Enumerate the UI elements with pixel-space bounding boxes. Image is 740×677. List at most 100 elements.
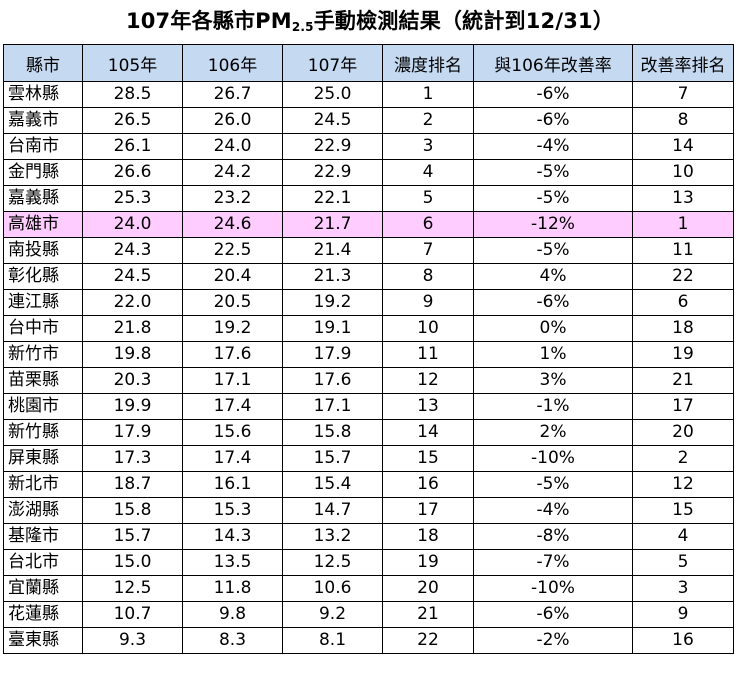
cell-105: 25.3 [82, 185, 183, 212]
cell-106: 24.6 [182, 211, 283, 238]
cell-improvement-rank: 10 [632, 159, 734, 186]
cell-concentration-rank: 2 [382, 107, 474, 134]
table-row: 嘉義市 26.5 26.0 24.5 2 -6% 8 [3, 107, 734, 134]
cell-106: 17.1 [182, 367, 283, 394]
cell-107: 8.1 [282, 627, 383, 654]
cell-county: 桃園市 [3, 393, 83, 420]
cell-improvement-rate: -5% [473, 471, 633, 498]
title-prefix: 107年各縣市PM [125, 9, 292, 33]
cell-107: 9.2 [282, 601, 383, 628]
table-row: 金門縣 26.6 24.2 22.9 4 -5% 10 [3, 159, 734, 186]
header-107: 107年 [282, 44, 383, 82]
cell-106: 17.6 [182, 341, 283, 368]
cell-improvement-rate: -8% [473, 523, 633, 550]
table-row: 新竹縣 17.9 15.6 15.8 14 2% 20 [3, 419, 734, 446]
cell-improvement-rank: 7 [632, 81, 734, 108]
table-row: 宜蘭縣 12.5 11.8 10.6 20 -10% 3 [3, 575, 734, 602]
cell-concentration-rank: 17 [382, 497, 474, 524]
cell-improvement-rank: 22 [632, 263, 734, 290]
cell-improvement-rate: -4% [473, 497, 633, 524]
title-suffix: 手動檢測結果（統計到12/31） [313, 9, 615, 33]
cell-107: 15.4 [282, 471, 383, 498]
cell-improvement-rate: 0% [473, 315, 633, 342]
cell-106: 19.2 [182, 315, 283, 342]
title-subscript: 2.5 [291, 20, 314, 34]
cell-concentration-rank: 16 [382, 471, 474, 498]
cell-improvement-rate: 1% [473, 341, 633, 368]
cell-improvement-rank: 11 [632, 237, 734, 264]
cell-105: 26.5 [82, 107, 183, 134]
cell-concentration-rank: 5 [382, 185, 474, 212]
cell-county: 新北市 [3, 471, 83, 498]
table-row: 連江縣 22.0 20.5 19.2 9 -6% 6 [3, 289, 734, 316]
header-improvement-rank: 改善率排名 [632, 44, 734, 82]
cell-concentration-rank: 7 [382, 237, 474, 264]
cell-106: 22.5 [182, 237, 283, 264]
cell-105: 10.7 [82, 601, 183, 628]
table-body: 雲林縣 28.5 26.7 25.0 1 -6% 7 嘉義市 26.5 26.0 24.5 2 -6% 8… [3, 81, 734, 654]
table-row: 花蓮縣 10.7 9.8 9.2 21 -6% 9 [3, 601, 734, 628]
cell-105: 20.3 [82, 367, 183, 394]
cell-105: 26.6 [82, 159, 183, 186]
cell-105: 19.9 [82, 393, 183, 420]
table-row: 台北市 15.0 13.5 12.5 19 -7% 5 [3, 549, 734, 576]
cell-106: 17.4 [182, 393, 283, 420]
cell-107: 21.4 [282, 237, 383, 264]
table-row: 新北市 18.7 16.1 15.4 16 -5% 12 [3, 471, 734, 498]
cell-county: 屏東縣 [3, 445, 83, 472]
cell-improvement-rank: 17 [632, 393, 734, 420]
cell-concentration-rank: 15 [382, 445, 474, 472]
cell-105: 19.8 [82, 341, 183, 368]
cell-105: 24.5 [82, 263, 183, 290]
cell-improvement-rank: 4 [632, 523, 734, 550]
cell-improvement-rank: 3 [632, 575, 734, 602]
cell-105: 21.8 [82, 315, 183, 342]
cell-concentration-rank: 9 [382, 289, 474, 316]
cell-105: 17.9 [82, 419, 183, 446]
header-concentration-rank: 濃度排名 [382, 44, 474, 82]
cell-105: 15.0 [82, 549, 183, 576]
cell-106: 23.2 [182, 185, 283, 212]
cell-107: 10.6 [282, 575, 383, 602]
cell-county: 台北市 [3, 549, 83, 576]
cell-concentration-rank: 19 [382, 549, 474, 576]
table-row: 屏東縣 17.3 17.4 15.7 15 -10% 2 [3, 445, 734, 472]
cell-improvement-rate: -7% [473, 549, 633, 576]
cell-improvement-rate: 4% [473, 263, 633, 290]
table-row: 臺東縣 9.3 8.3 8.1 22 -2% 16 [3, 627, 734, 654]
cell-107: 22.9 [282, 133, 383, 160]
cell-105: 15.8 [82, 497, 183, 524]
cell-improvement-rate: -5% [473, 237, 633, 264]
cell-improvement-rate: -4% [473, 133, 633, 160]
cell-106: 15.3 [182, 497, 283, 524]
table-header-row: 縣市 105年 106年 107年 濃度排名 與106年改善率 改善率排名 [3, 44, 734, 82]
cell-concentration-rank: 12 [382, 367, 474, 394]
cell-county: 新竹市 [3, 341, 83, 368]
cell-improvement-rank: 19 [632, 341, 734, 368]
cell-improvement-rank: 15 [632, 497, 734, 524]
cell-107: 24.5 [282, 107, 383, 134]
cell-improvement-rate: -10% [473, 575, 633, 602]
cell-improvement-rate: -6% [473, 81, 633, 108]
cell-improvement-rate: -5% [473, 159, 633, 186]
cell-improvement-rank: 1 [632, 211, 734, 238]
cell-improvement-rate: -10% [473, 445, 633, 472]
cell-county: 連江縣 [3, 289, 83, 316]
cell-concentration-rank: 3 [382, 133, 474, 160]
cell-107: 15.7 [282, 445, 383, 472]
table-row: 桃園市 19.9 17.4 17.1 13 -1% 17 [3, 393, 734, 420]
cell-improvement-rate: 2% [473, 419, 633, 446]
cell-concentration-rank: 10 [382, 315, 474, 342]
table-row: 澎湖縣 15.8 15.3 14.7 17 -4% 15 [3, 497, 734, 524]
cell-107: 19.2 [282, 289, 383, 316]
cell-improvement-rank: 20 [632, 419, 734, 446]
cell-concentration-rank: 8 [382, 263, 474, 290]
cell-county: 彰化縣 [3, 263, 83, 290]
cell-county: 澎湖縣 [3, 497, 83, 524]
cell-concentration-rank: 6 [382, 211, 474, 238]
table-row: 雲林縣 28.5 26.7 25.0 1 -6% 7 [3, 81, 734, 108]
header-106: 106年 [182, 44, 283, 82]
cell-county: 嘉義市 [3, 107, 83, 134]
cell-county: 花蓮縣 [3, 601, 83, 628]
cell-106: 20.5 [182, 289, 283, 316]
